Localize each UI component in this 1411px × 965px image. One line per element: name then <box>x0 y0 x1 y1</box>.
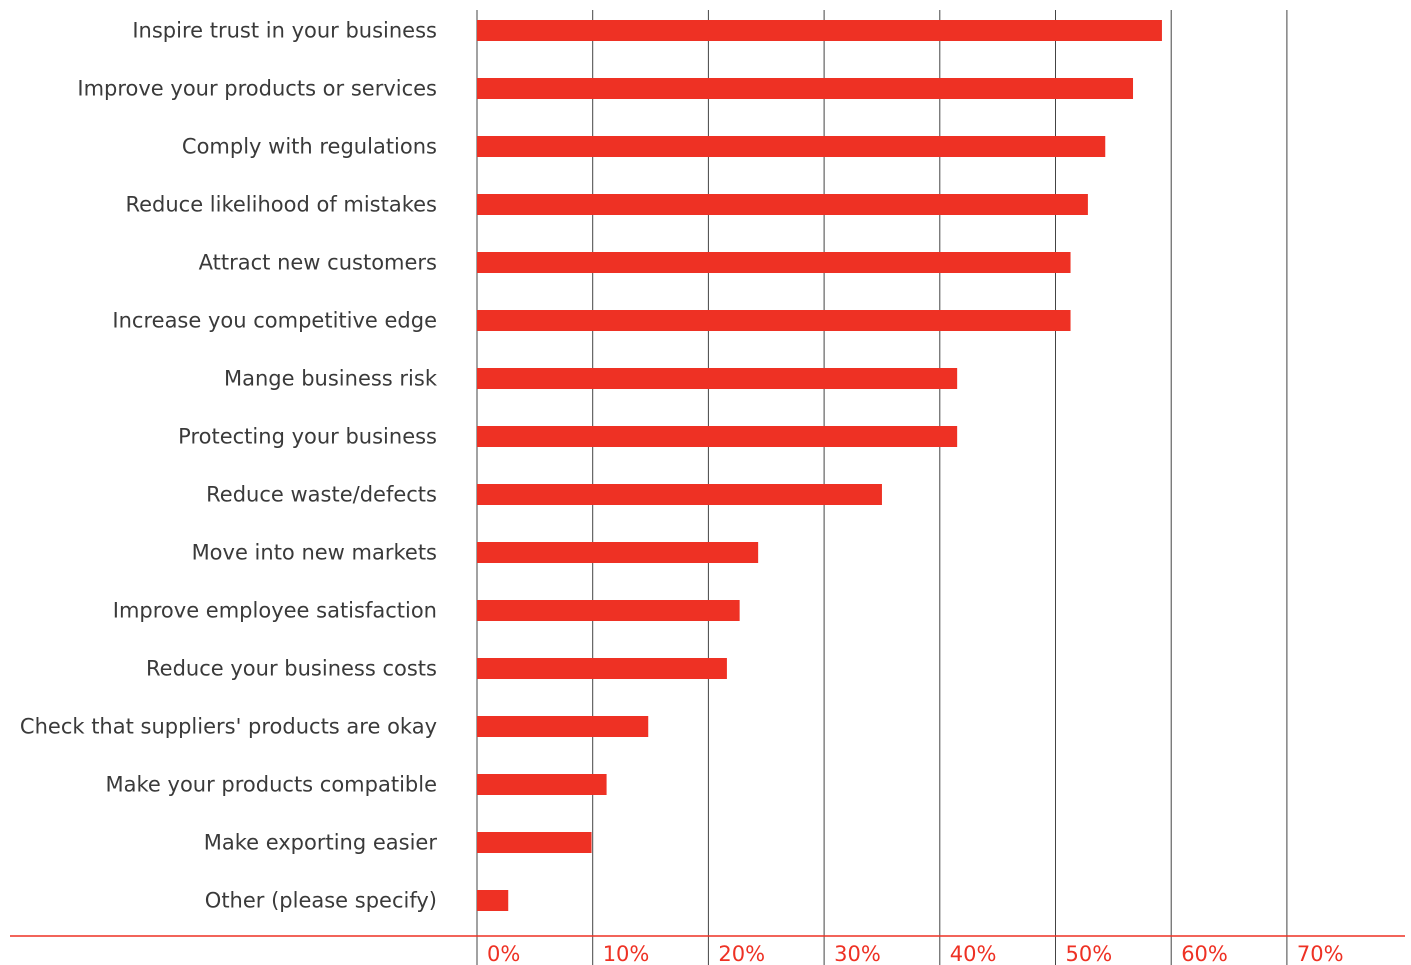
category-label-3: Reduce likelihood of mistakes <box>125 193 437 217</box>
tick-label-0: 0% <box>487 942 520 965</box>
category-label-13: Make your products compatible <box>106 773 437 797</box>
bar-0 <box>477 20 1162 41</box>
category-label-6: Mange business risk <box>224 367 438 391</box>
tick-label-20: 20% <box>718 942 765 965</box>
tick-label-70: 70% <box>1297 942 1344 965</box>
bars <box>477 20 1162 911</box>
category-label-0: Inspire trust in your business <box>132 19 437 43</box>
category-label-11: Reduce your business costs <box>146 657 437 681</box>
bar-8 <box>477 484 882 505</box>
tick-label-10: 10% <box>603 942 650 965</box>
category-label-2: Comply with regulations <box>182 135 437 159</box>
bar-14 <box>477 832 592 853</box>
category-label-12: Check that suppliers' products are okay <box>20 715 437 739</box>
category-label-4: Attract new customers <box>199 251 437 275</box>
bar-11 <box>477 658 727 679</box>
tick-label-60: 60% <box>1181 942 1228 965</box>
tick-label-50: 50% <box>1066 942 1113 965</box>
category-label-14: Make exporting easier <box>204 831 438 855</box>
tick-label-40: 40% <box>950 942 997 965</box>
category-label-15: Other (please specify) <box>205 889 437 913</box>
bar-6 <box>477 368 958 389</box>
bar-10 <box>477 600 740 621</box>
category-label-9: Move into new markets <box>192 541 437 565</box>
tick-label-30: 30% <box>834 942 881 965</box>
bar-12 <box>477 716 649 737</box>
bar-7 <box>477 426 958 447</box>
bar-5 <box>477 310 1071 331</box>
bar-2 <box>477 136 1106 157</box>
category-label-1: Improve your products or services <box>77 77 437 101</box>
category-label-10: Improve employee satisfaction <box>113 599 437 623</box>
category-label-8: Reduce waste/defects <box>206 483 437 507</box>
category-labels: Inspire trust in your business Improve yo… <box>20 19 438 913</box>
bar-13 <box>477 774 607 795</box>
x-tick-labels: 0% 10% 20% 30% 40% 50% 60% 70% <box>487 942 1344 965</box>
bar-3 <box>477 194 1088 215</box>
category-label-7: Protecting your business <box>178 425 437 449</box>
bar-9 <box>477 542 759 563</box>
category-label-5: Increase you competitive edge <box>112 309 437 333</box>
bar-4 <box>477 252 1071 273</box>
bar-15 <box>477 890 509 911</box>
bar-1 <box>477 78 1134 99</box>
